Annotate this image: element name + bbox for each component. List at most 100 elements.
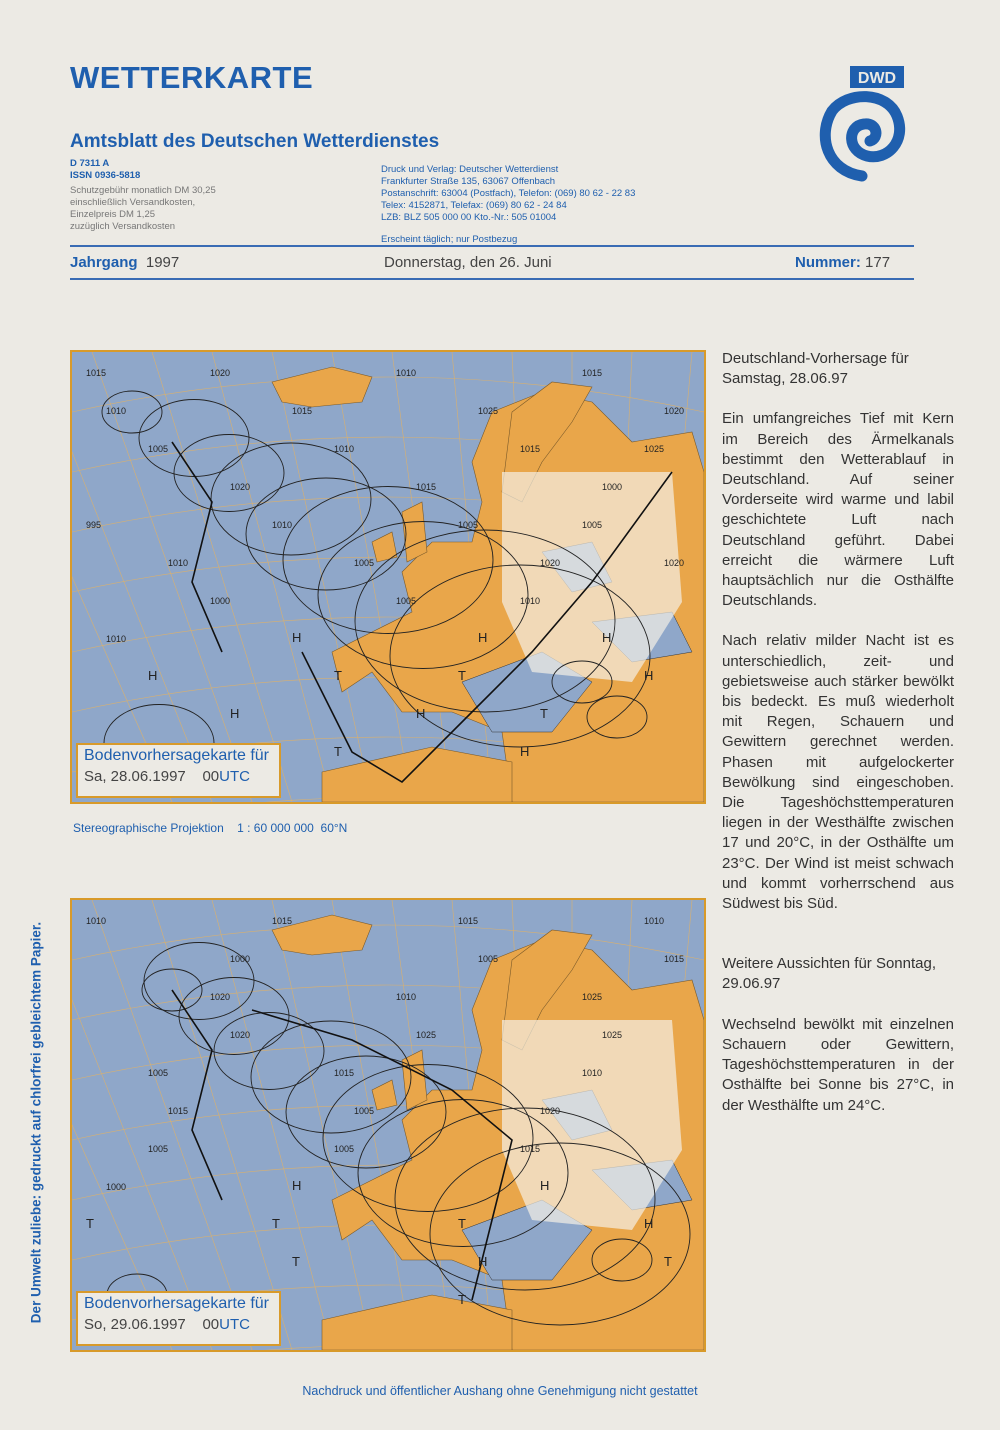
high-pressure-center: H	[292, 1178, 301, 1193]
isobar-label: 1015	[416, 482, 436, 492]
high-pressure-center: H	[478, 630, 487, 645]
land-area	[371, 531, 398, 563]
isobar-label: 1020	[664, 406, 684, 416]
isobar	[178, 977, 290, 1055]
isobar-label: 1005	[354, 558, 374, 568]
isobar-label: 1005	[458, 520, 478, 530]
high-pressure-center: H	[644, 1216, 653, 1231]
publication-note: Erscheint täglich; nur Postbezug	[381, 234, 518, 245]
isobar-label: 1015	[168, 1106, 188, 1116]
price-line: einschließlich Versandkosten,	[70, 197, 196, 208]
low-pressure-center: T	[292, 1254, 300, 1269]
low-pressure-center: T	[272, 1216, 280, 1231]
high-pressure-center: H	[540, 1178, 549, 1193]
isobar-label: 1015	[458, 916, 478, 926]
price-line: Einzelpreis DM 1,25	[70, 209, 156, 220]
isobar-label: 1020	[540, 558, 560, 568]
divider	[70, 278, 914, 280]
low-pressure-center: T	[540, 706, 548, 721]
isobar	[245, 477, 407, 591]
isobar-label: 1005	[396, 596, 416, 606]
graticule-line	[271, 900, 373, 1350]
map-caption-hour: 00	[202, 768, 220, 785]
high-pressure-center: H	[520, 744, 529, 759]
isobar-label: 1015	[292, 406, 312, 416]
side-note: Der Umwelt zuliebe: gedruckt auf chlorfr…	[6, 900, 44, 1360]
high-pressure-center: H	[478, 1254, 487, 1269]
divider	[70, 245, 914, 247]
graticule-line	[211, 900, 333, 1350]
isobar-label: 1025	[478, 406, 498, 416]
isobar-label: 1005	[148, 1068, 168, 1078]
land-area	[401, 501, 428, 563]
isobar-label: 1025	[582, 992, 602, 1002]
map-caption-title: Bodenvorhersagekarte für	[84, 747, 269, 764]
map-caption-hour: 00	[202, 1316, 220, 1333]
graticule-line	[151, 900, 293, 1350]
isobar-label: 1000	[230, 954, 250, 964]
isobar-label: 1020	[210, 992, 230, 1002]
weather-front	[171, 989, 223, 1201]
isobar-label: 1000	[602, 482, 622, 492]
low-pressure-center: T	[458, 1292, 466, 1307]
isobar-label: 1020	[230, 482, 250, 492]
isobar-label: 1015	[86, 368, 106, 378]
isobar-label: 1010	[396, 368, 416, 378]
isobar	[354, 529, 616, 713]
isobar-label: 1010	[582, 1068, 602, 1078]
issn: ISSN 0936-5818	[70, 170, 141, 181]
low-pressure-center: T	[86, 1216, 94, 1231]
isobar-label: 1025	[416, 1030, 436, 1040]
projection-name: Stereographische Projektion	[73, 821, 224, 835]
forecast-map-saturday: 1015 1020 1010 1015 1010 1015 1025 1020 1005 1010…	[70, 350, 706, 804]
publisher-line: Frankfurter Straße 135, 63067 Offenbach	[381, 176, 556, 187]
graticule-line	[151, 352, 293, 802]
map-caption-utc: UTC	[219, 1316, 250, 1333]
projection-scale: 1 : 60 000 000	[237, 821, 314, 835]
land-area	[321, 746, 513, 802]
graticule-line	[72, 451, 213, 802]
lowland-area	[502, 472, 682, 682]
forecast-text: Deutschland-Vorhersage für Samstag, 28.0…	[722, 349, 954, 1136]
price-line: Schutzgebühr monatlich DM 30,25	[70, 185, 216, 196]
isobar	[317, 521, 529, 669]
weather-front	[171, 441, 223, 653]
low-pressure-center: T	[334, 668, 342, 683]
graticule-line	[211, 352, 333, 802]
map-caption: Bodenvorhersagekarte für So, 29.06.1997 …	[76, 1291, 281, 1346]
isobar-label: 1010	[168, 558, 188, 568]
publisher-line: Telex: 4152871, Telefax: (069) 80 62 - 2…	[381, 200, 567, 211]
isobar-label: 1000	[210, 596, 230, 606]
high-pressure-center: H	[416, 706, 425, 721]
isobar	[213, 1012, 325, 1090]
isobar	[591, 1238, 653, 1282]
isobar-label: 1010	[396, 992, 416, 1002]
dwd-logo: DWD	[812, 66, 912, 188]
graticule-line	[91, 352, 253, 802]
price-line: zuzüglich Versandkosten	[70, 221, 176, 232]
isobar	[322, 1064, 534, 1212]
lowland-area	[502, 1020, 682, 1230]
forecast-paragraph: Nach relativ milder Nacht ist es untersc…	[722, 632, 954, 913]
forecast-paragraph: Ein umfangreiches Tief mit Kern im Berei…	[722, 410, 954, 610]
isobar	[143, 942, 255, 1020]
isobar	[394, 1107, 656, 1291]
high-pressure-center: H	[292, 630, 301, 645]
isobar-label: 1025	[644, 444, 664, 454]
isobar	[586, 695, 648, 739]
publisher-line: Druck und Verlag: Deutscher Wetterdienst	[381, 164, 559, 175]
page-title: WETTERKARTE	[70, 60, 314, 95]
publisher-line: Postanschrift: 63004 (Postfach), Telefon…	[381, 188, 636, 199]
publisher-line: LZB: BLZ 505 000 00 Kto.-Nr.: 505 01004	[381, 212, 557, 223]
graticule-line	[72, 999, 213, 1350]
isobar	[173, 434, 285, 512]
side-note-text: Der Umwelt zuliebe: gedruckt auf chlorfr…	[28, 921, 44, 1324]
isobar-label: 1025	[602, 1030, 622, 1040]
land-area	[371, 1079, 398, 1111]
logo-text: DWD	[858, 70, 896, 87]
isobar-label: 1015	[520, 1144, 540, 1154]
land-area	[401, 1049, 428, 1111]
graticule-line	[271, 352, 373, 802]
map-caption-title: Bodenvorhersagekarte für	[84, 1295, 269, 1312]
isobar-label: 1005	[582, 520, 602, 530]
